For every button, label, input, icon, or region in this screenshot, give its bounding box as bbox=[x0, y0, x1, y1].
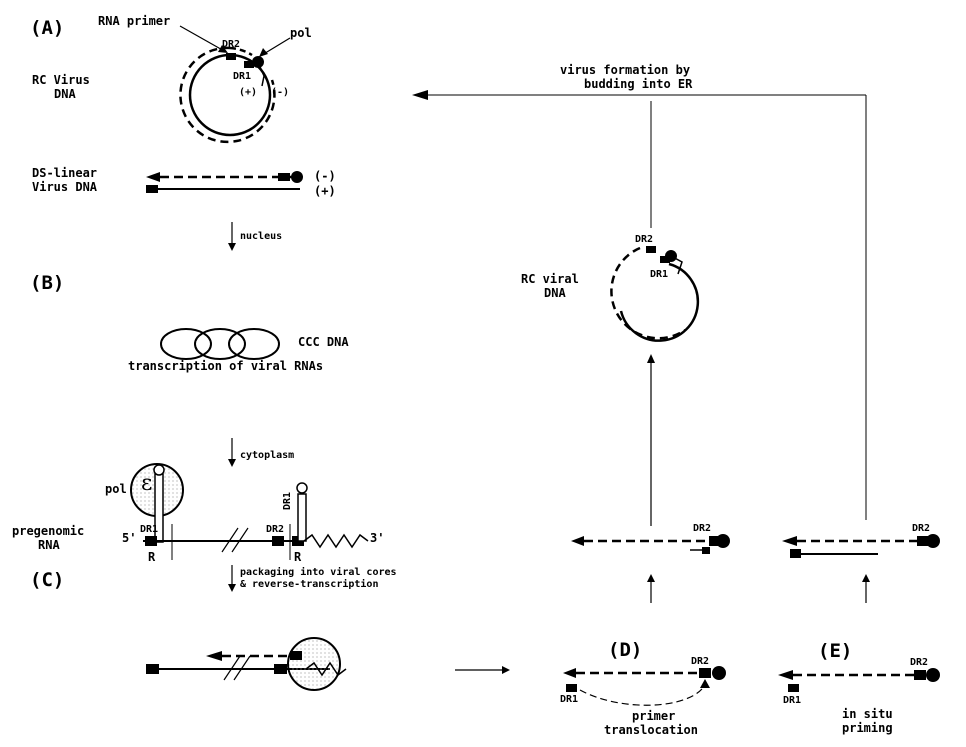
rc-virus-label-line1: RC Virus bbox=[32, 73, 90, 87]
pol-label-a: pol bbox=[290, 26, 312, 40]
ds-linear-label-line2: Virus DNA bbox=[32, 180, 98, 194]
pol-label-b: pol bbox=[105, 482, 127, 496]
rna-primer-arrow bbox=[179, 25, 228, 53]
dr1-label-d: DR1 bbox=[560, 694, 579, 705]
dr2-label-e: DR2 bbox=[910, 657, 929, 668]
ds-linear-label-line1: DS-linear bbox=[32, 166, 98, 180]
ds-linear-dna bbox=[146, 171, 303, 193]
pol-arrow bbox=[259, 37, 291, 57]
section-e-label: (E) bbox=[818, 640, 853, 662]
in-situ-priming-label-line1: in situ bbox=[842, 707, 893, 721]
e-mid-strand bbox=[782, 534, 940, 558]
packaging-label-line1: packaging into viral cores bbox=[240, 567, 397, 578]
ds-minus-label: (-) bbox=[314, 169, 336, 183]
pregenomic-rna bbox=[130, 463, 369, 560]
in-situ-priming-label-line2: priming bbox=[842, 721, 893, 735]
d-up-arrow-2 bbox=[647, 354, 655, 526]
e-up-arrow bbox=[862, 574, 870, 603]
reverse-transcription-intermediate bbox=[146, 637, 347, 691]
transcription-label: transcription of viral RNAs bbox=[128, 359, 324, 373]
packaging-arrow bbox=[228, 565, 236, 592]
primer-translocation-strand bbox=[563, 666, 726, 706]
dr2-label-a: DR2 bbox=[222, 39, 241, 50]
ccc-dna-shape bbox=[160, 328, 280, 360]
rc-viral-label-line2: DNA bbox=[544, 286, 566, 300]
section-c-label: (C) bbox=[30, 569, 65, 591]
cytoplasm-arrow bbox=[228, 438, 236, 467]
plus-strand-label: (+) bbox=[239, 87, 258, 98]
rc-viral-dna-circle bbox=[610, 246, 700, 342]
dr1-label-b-right: DR1 bbox=[282, 491, 293, 510]
rna-primer-label: RNA primer bbox=[98, 14, 171, 28]
d-mid-strand bbox=[571, 534, 730, 554]
pregenomic-label-line2: RNA bbox=[38, 538, 60, 552]
dr2-label-circle: DR2 bbox=[635, 234, 654, 245]
rc-viral-label-line1: RC viral bbox=[521, 272, 579, 286]
dr1-label-circle: DR1 bbox=[650, 269, 669, 280]
epsilon-label: ε bbox=[141, 471, 153, 496]
d-up-arrow-1 bbox=[647, 574, 655, 603]
virus-formation-label-line2: budding into ER bbox=[584, 77, 693, 91]
r-label-left: R bbox=[148, 550, 156, 564]
section-d-label: (D) bbox=[608, 639, 643, 661]
in-situ-priming-strand bbox=[778, 668, 940, 692]
three-prime-label: 3' bbox=[370, 531, 385, 545]
rc-virus-label-line2: DNA bbox=[54, 87, 76, 101]
section-a-label: (A) bbox=[30, 17, 65, 39]
virus-formation-arrow bbox=[412, 90, 867, 520]
nucleus-arrow bbox=[228, 222, 236, 251]
virus-formation-label-line1: virus formation by bbox=[560, 63, 691, 77]
dr2-label-d-mid: DR2 bbox=[693, 523, 712, 534]
ccc-dna-label: CCC DNA bbox=[298, 335, 349, 349]
ds-plus-label: (+) bbox=[314, 184, 336, 198]
section-b-label: (B) bbox=[30, 272, 65, 294]
dr2-label-d: DR2 bbox=[691, 656, 710, 667]
c-to-d-arrow bbox=[455, 666, 510, 674]
dr1-label-e: DR1 bbox=[783, 695, 802, 706]
five-prime-label: 5' bbox=[122, 531, 137, 545]
nucleus-label: nucleus bbox=[240, 231, 283, 242]
rc-virus-dna-circle bbox=[179, 46, 276, 144]
dr2-label-b: DR2 bbox=[266, 524, 285, 535]
r-label-right: R bbox=[294, 550, 302, 564]
cytoplasm-label: cytoplasm bbox=[240, 450, 295, 461]
primer-translocation-label-line1: primer bbox=[632, 709, 676, 723]
pregenomic-label-line1: pregenomic bbox=[12, 524, 85, 538]
packaging-label-line2: & reverse-transcription bbox=[240, 579, 379, 590]
dr2-label-e-mid: DR2 bbox=[912, 523, 931, 534]
dr1-label-a: DR1 bbox=[233, 71, 252, 82]
dr1-label-b-left: DR1 bbox=[140, 524, 159, 535]
primer-translocation-label-line2: translocation bbox=[604, 723, 698, 737]
minus-strand-label: (-) bbox=[271, 87, 290, 98]
